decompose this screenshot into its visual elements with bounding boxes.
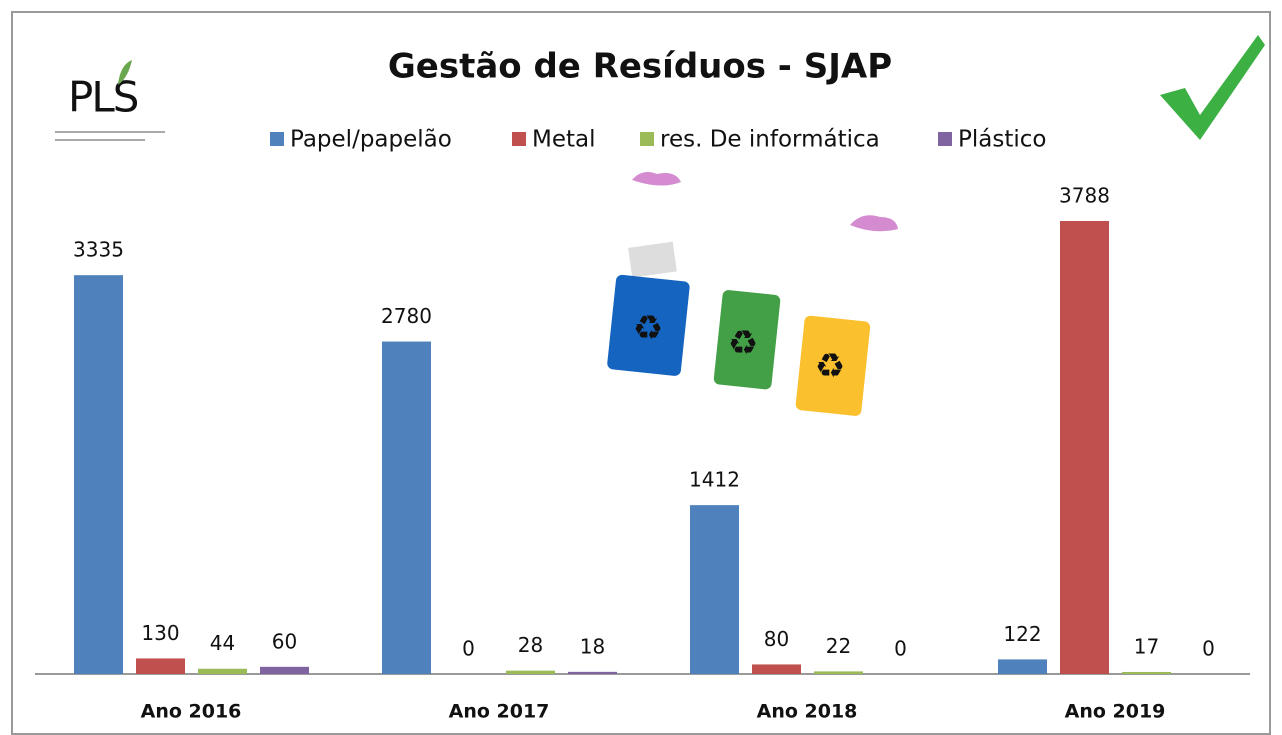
value-label: 130: [141, 621, 179, 645]
value-label: 0: [894, 637, 907, 661]
value-label: 0: [1202, 637, 1215, 661]
value-label: 3788: [1059, 184, 1110, 208]
legend-swatch: [512, 132, 526, 146]
bar: [690, 505, 739, 674]
x-tick-label: Ano 2018: [757, 701, 858, 723]
value-label: 22: [826, 634, 851, 658]
value-label: 18: [580, 634, 605, 658]
chart-title: Gestão de Resíduos - SJAP: [388, 47, 892, 87]
bar: [568, 671, 617, 674]
value-label: 3335: [73, 238, 124, 262]
value-label: 28: [518, 633, 543, 657]
legend-label: Metal: [532, 127, 596, 153]
bar: [382, 341, 431, 674]
bar: [198, 668, 247, 674]
value-label: 80: [764, 627, 789, 651]
value-label: 17: [1134, 634, 1159, 658]
x-tick-label: Ano 2017: [449, 701, 550, 723]
recycle-bins: ♻ ♻ ♻: [607, 172, 898, 416]
bar: [74, 275, 123, 674]
legend-swatch: [938, 132, 952, 146]
value-label: 1412: [689, 468, 740, 492]
value-label: 44: [210, 631, 235, 655]
bar: [752, 664, 801, 674]
value-label: 60: [272, 629, 297, 653]
legend-swatch: [270, 132, 284, 146]
svg-text:♻: ♻: [728, 324, 758, 364]
value-label: 0: [462, 637, 475, 661]
bar: [1060, 221, 1109, 674]
bar: [1122, 671, 1171, 674]
bar: [998, 659, 1047, 674]
checkmark: [1160, 35, 1265, 140]
legend-swatch: [640, 132, 654, 146]
legend-label: Plástico: [958, 127, 1046, 153]
bar: [260, 666, 309, 674]
legend-label: Papel/papelão: [290, 127, 452, 153]
x-tick-label: Ano 2019: [1065, 701, 1166, 723]
x-tick-label: Ano 2016: [141, 701, 242, 723]
logo: PLS: [68, 73, 138, 122]
svg-text:♻: ♻: [815, 347, 845, 387]
value-label: 122: [1003, 622, 1041, 646]
value-label: 2780: [381, 304, 432, 328]
bar: [136, 658, 185, 674]
legend-label: res. De informática: [660, 127, 880, 153]
bar: [814, 671, 863, 674]
logo-leaf: [118, 60, 132, 85]
svg-text:♻: ♻: [633, 309, 663, 349]
bar: [506, 670, 555, 674]
